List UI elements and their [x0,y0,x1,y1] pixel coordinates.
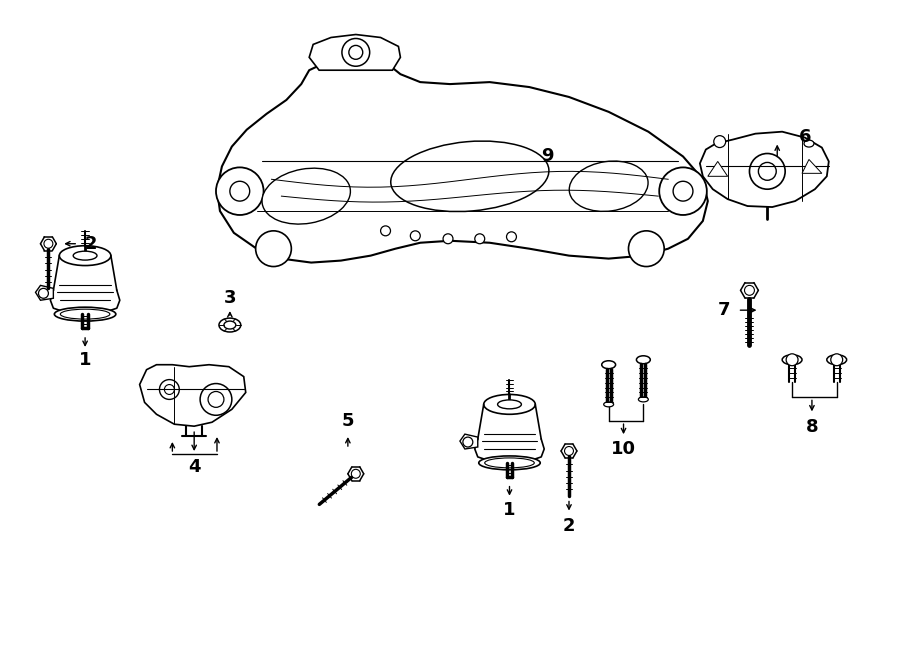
Circle shape [714,136,725,147]
Polygon shape [310,34,400,70]
Ellipse shape [483,395,536,414]
Ellipse shape [60,309,110,319]
Circle shape [381,226,391,236]
Circle shape [159,379,179,399]
Text: 2: 2 [85,235,97,253]
Ellipse shape [604,402,614,407]
Ellipse shape [569,161,648,212]
Circle shape [759,163,776,180]
Circle shape [256,231,292,266]
Ellipse shape [59,246,111,266]
Polygon shape [35,286,53,300]
Text: 6: 6 [798,128,811,145]
Ellipse shape [224,321,236,329]
Ellipse shape [782,355,802,365]
Ellipse shape [602,361,616,369]
Circle shape [165,385,175,395]
Circle shape [208,391,224,407]
Circle shape [349,46,363,59]
Circle shape [39,288,49,298]
Circle shape [744,286,754,295]
Ellipse shape [804,140,814,147]
Ellipse shape [73,251,97,260]
Circle shape [443,234,453,244]
Text: 2: 2 [562,518,575,535]
Circle shape [659,167,706,215]
Circle shape [410,231,420,241]
Circle shape [342,38,370,66]
Polygon shape [700,132,829,207]
Circle shape [216,167,264,215]
Text: 10: 10 [611,440,636,458]
Ellipse shape [827,355,847,365]
Polygon shape [802,159,822,173]
Ellipse shape [485,458,535,468]
Circle shape [351,469,360,479]
Circle shape [44,239,53,248]
Polygon shape [140,365,246,426]
Ellipse shape [219,318,241,332]
Ellipse shape [636,356,651,364]
Circle shape [230,181,249,201]
Text: 1: 1 [79,351,91,369]
Ellipse shape [391,141,549,212]
Text: 1: 1 [503,502,516,520]
Circle shape [831,354,842,366]
Circle shape [507,232,517,242]
Circle shape [463,437,473,447]
Text: 5: 5 [342,412,354,430]
Text: 9: 9 [541,147,554,165]
Ellipse shape [54,307,116,321]
Circle shape [564,447,573,455]
Polygon shape [707,161,727,176]
Circle shape [475,234,485,244]
Circle shape [673,181,693,201]
Circle shape [628,231,664,266]
Circle shape [750,153,785,189]
Ellipse shape [498,400,521,409]
Text: 8: 8 [806,418,818,436]
Circle shape [787,354,798,366]
Ellipse shape [262,168,350,224]
Polygon shape [217,58,707,262]
Text: 3: 3 [223,290,236,307]
Polygon shape [460,434,478,449]
Circle shape [200,383,232,415]
Text: 4: 4 [188,458,201,476]
Ellipse shape [638,397,648,402]
Ellipse shape [479,456,540,470]
Text: 7: 7 [717,301,730,319]
